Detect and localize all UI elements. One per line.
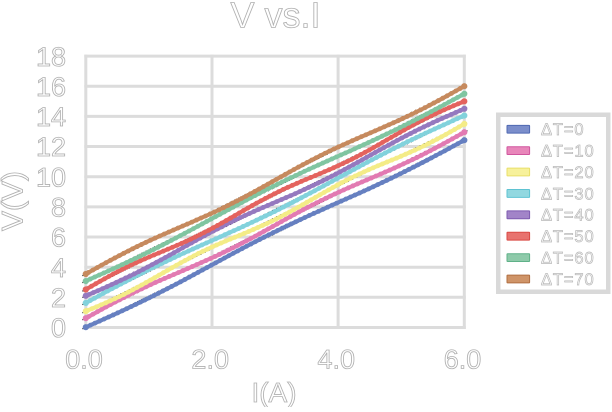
svg-text:6: 6 [51, 223, 66, 253]
svg-text:2: 2 [51, 283, 66, 313]
svg-text:10: 10 [36, 162, 66, 192]
svg-text:ΔT=50: ΔT=50 [541, 228, 595, 246]
svg-text:4.0: 4.0 [318, 345, 356, 375]
svg-text:0: 0 [51, 313, 66, 343]
svg-text:ΔT=0: ΔT=0 [541, 121, 585, 139]
svg-text:6.0: 6.0 [444, 345, 482, 375]
svg-text:ΔT=60: ΔT=60 [541, 249, 595, 267]
svg-text:12: 12 [36, 132, 66, 162]
svg-text:I(A): I(A) [251, 377, 296, 407]
svg-text:ΔT=20: ΔT=20 [541, 164, 595, 182]
svg-text:2.0: 2.0 [191, 345, 229, 375]
svg-text:8: 8 [51, 193, 66, 223]
svg-text:ΔT=10: ΔT=10 [541, 143, 595, 161]
svg-text:V vs.I: V vs.I [230, 0, 320, 36]
svg-text:ΔT=30: ΔT=30 [541, 185, 595, 203]
svg-text:14: 14 [36, 102, 66, 132]
svg-text:4: 4 [51, 253, 66, 283]
svg-text:0.0: 0.0 [65, 345, 103, 375]
svg-text:16: 16 [36, 72, 66, 102]
svg-text:18: 18 [36, 42, 66, 72]
svg-text:ΔT=70: ΔT=70 [541, 271, 595, 289]
svg-text:ΔT=40: ΔT=40 [541, 207, 595, 225]
svg-text:V(V): V(V) [0, 171, 30, 231]
